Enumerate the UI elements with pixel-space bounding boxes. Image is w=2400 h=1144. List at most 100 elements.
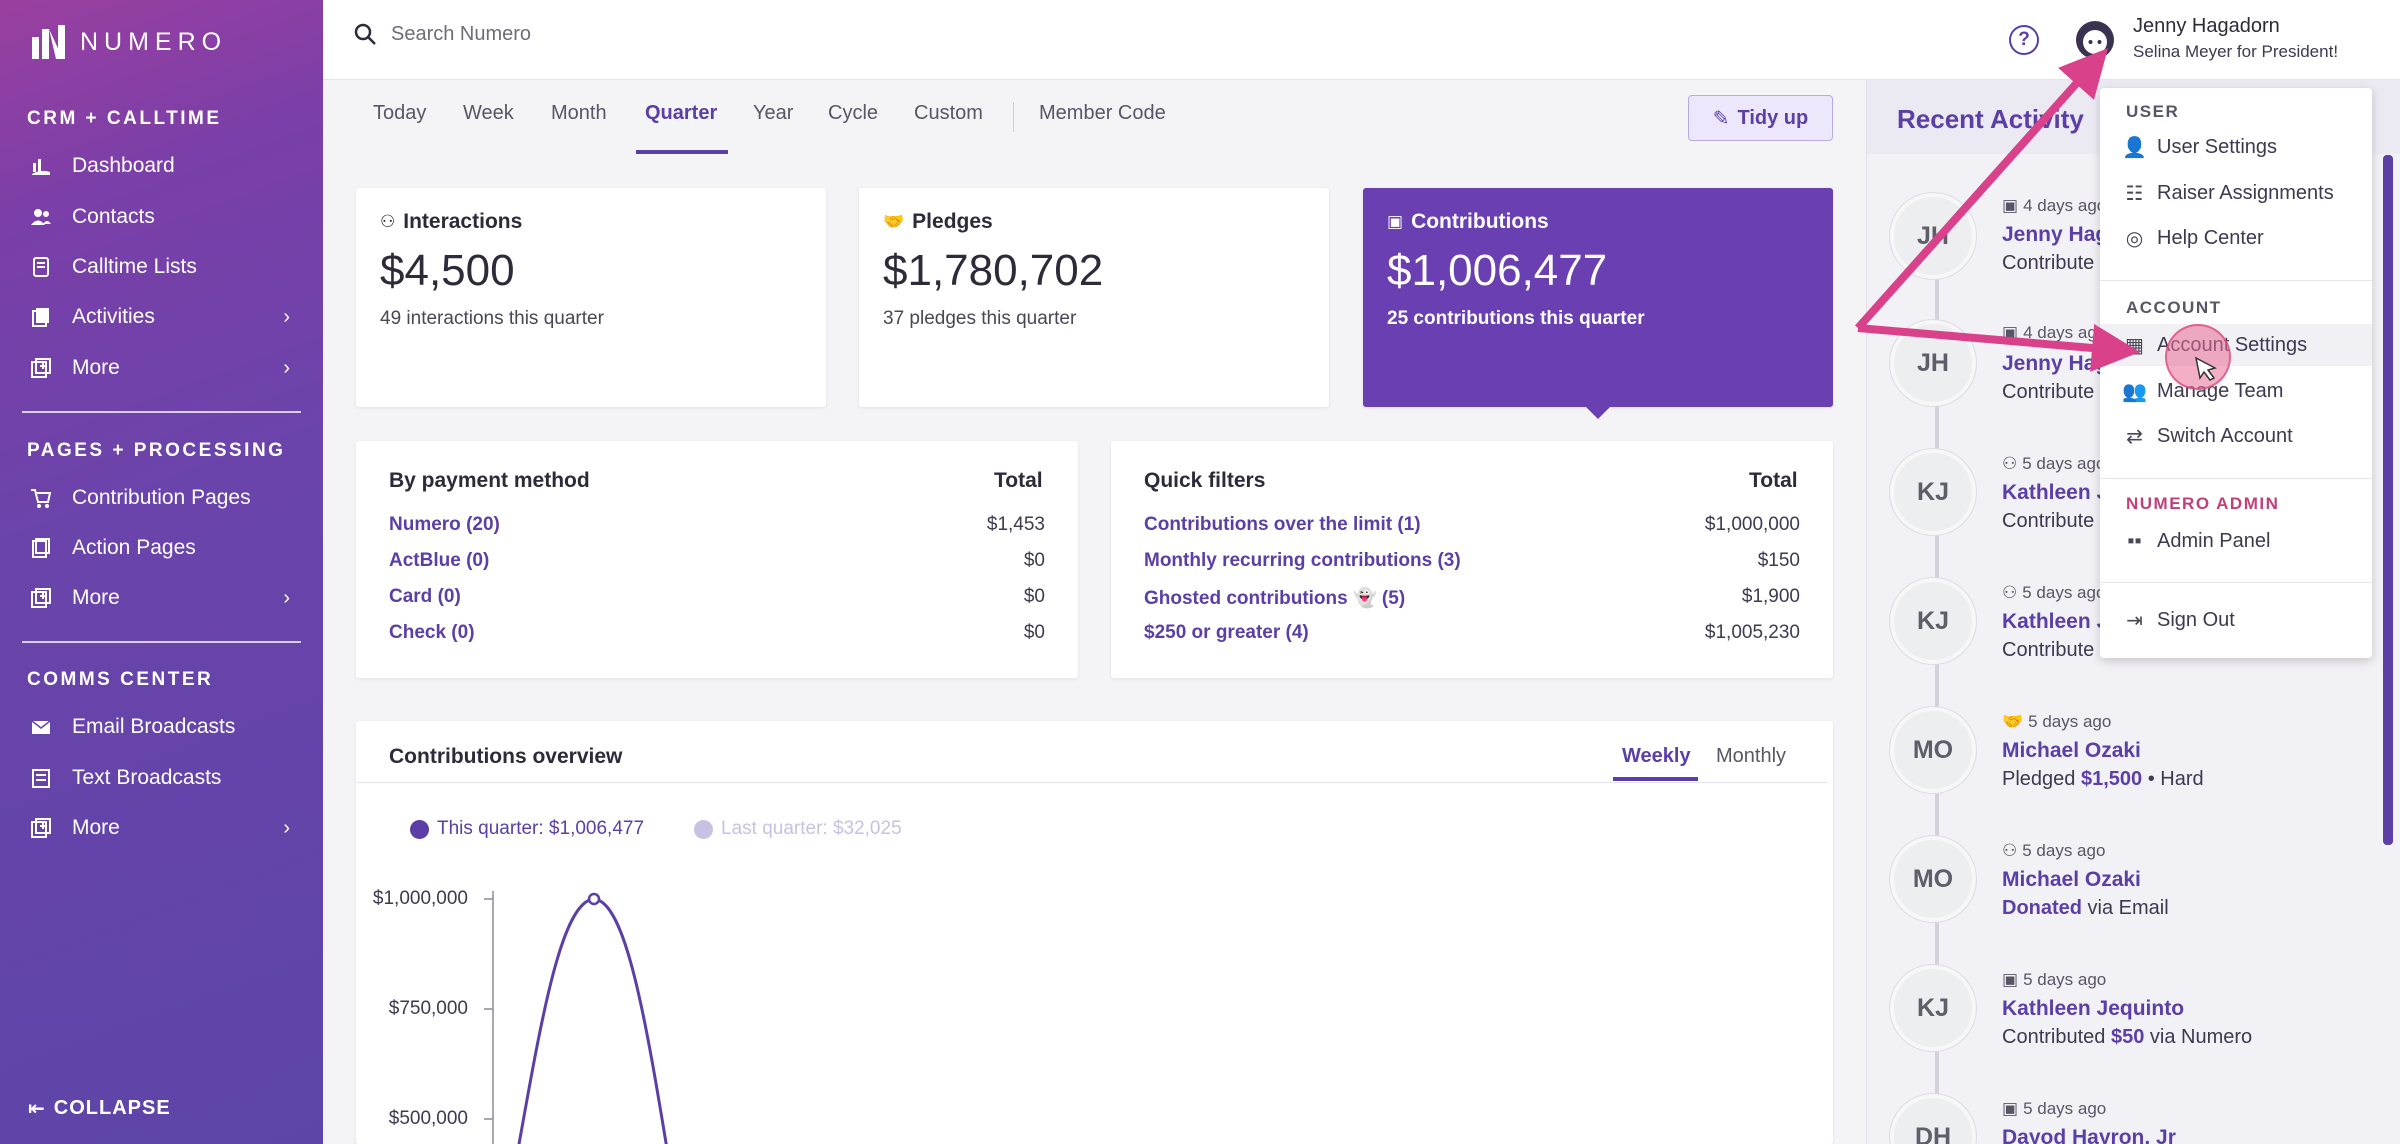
payment-link[interactable]: Card (0)	[389, 586, 461, 607]
tab-week[interactable]: Week	[463, 102, 514, 124]
sidebar-item-more-crm[interactable]: More ›	[30, 348, 300, 388]
activity-avatar[interactable]: MO	[1890, 707, 1976, 793]
sidebar-item-email-broadcasts[interactable]: Email Broadcasts	[30, 707, 300, 747]
menu-item-switch-account[interactable]: ⇄ Switch Account	[2100, 415, 2372, 457]
sidebar-item-action-pages[interactable]: Action Pages	[30, 528, 300, 568]
pledges-card[interactable]: 🤝 Pledges $1,780,702 37 pledges this qua…	[859, 188, 1329, 407]
collapse-arrow-icon: ⇤	[28, 1098, 46, 1120]
payment-link[interactable]: ActBlue (0)	[389, 550, 490, 571]
activity-avatar[interactable]: DH	[1890, 1094, 1976, 1144]
quick-filters-table: Quick filters Total Contributions over t…	[1111, 441, 1833, 678]
filter-link[interactable]: Contributions over the limit (1)	[1144, 514, 1421, 535]
filter-link[interactable]: Monthly recurring contributions (3)	[1144, 550, 1461, 571]
payment-link[interactable]: Check (0)	[389, 622, 475, 643]
activity-meta: ⚇ 5 days ago	[2002, 841, 2105, 861]
filter-link[interactable]: $250 or greater (4)	[1144, 622, 1309, 643]
dropdown-divider	[2100, 280, 2372, 281]
activity-contact-link[interactable]: Jenny Hag	[2002, 352, 2109, 375]
period-tabs: Today Week Month Quarter Year Cycle Cust…	[323, 80, 1865, 154]
activity-time: 5 days ago	[2023, 1099, 2107, 1118]
legend-last-quarter[interactable]: Last quarter: $32,025	[694, 818, 902, 840]
row-amount: $0	[1023, 622, 1045, 643]
menu-item-label: Admin Panel	[2157, 529, 2271, 552]
activity-contact-link[interactable]: Michael Ozaki	[2002, 739, 2141, 762]
people-icon	[30, 206, 52, 228]
tab-member-code[interactable]: Member Code	[1039, 102, 1166, 124]
activity-contact-link[interactable]: Kathleen J	[2002, 481, 2109, 504]
building-gear-icon: ▦	[2125, 334, 2144, 357]
tab-today[interactable]: Today	[373, 102, 427, 124]
menu-item-user-settings[interactable]: 👤 User Settings	[2100, 126, 2372, 168]
activity-avatar[interactable]: KJ	[1890, 965, 1976, 1051]
activity-description: Contribute	[2002, 381, 2095, 403]
activity-contact-link[interactable]: Kathleen J	[2002, 610, 2109, 633]
activity-contact-link[interactable]: Kathleen Jequinto	[2002, 997, 2185, 1020]
activity-avatar[interactable]: JH	[1890, 320, 1976, 406]
money-icon: ▣	[2002, 196, 2019, 215]
tab-quarter[interactable]: Quarter	[645, 102, 718, 124]
activity-avatar[interactable]: MO	[1890, 836, 1976, 922]
sidebar-item-contacts[interactable]: Contacts	[30, 197, 300, 237]
activity-avatar[interactable]: KJ	[1890, 578, 1976, 664]
assignments-icon: ☷	[2125, 182, 2144, 205]
payment-link[interactable]: Numero (20)	[389, 514, 500, 535]
tidy-up-label: Tidy up	[1737, 106, 1809, 129]
tidy-up-button[interactable]: ✎ Tidy up	[1688, 95, 1833, 141]
activity-avatar[interactable]: JH	[1890, 193, 1976, 279]
user-menu-button[interactable]: Jenny Hagadorn Selina Meyer for Presiden…	[2058, 0, 2400, 80]
interactions-card[interactable]: ⚇ Interactions $4,500 49 interactions th…	[356, 188, 826, 407]
table-row: Monthly recurring contributions (3) $150	[1144, 550, 1800, 580]
table-total-header: Total	[1749, 469, 1798, 492]
sidebar-item-activities[interactable]: Activities ›	[30, 297, 300, 337]
menu-item-manage-team[interactable]: 👥 Manage Team	[2100, 370, 2372, 412]
tab-custom[interactable]: Custom	[914, 102, 983, 124]
magic-wand-icon: ✎	[1712, 107, 1730, 130]
tab-year[interactable]: Year	[753, 102, 794, 124]
collapse-button[interactable]: ⇤ COLLAPSE	[28, 1096, 171, 1121]
menu-item-help-center[interactable]: ◎ Help Center	[2100, 217, 2372, 259]
sidebar-item-calltime-lists[interactable]: Calltime Lists	[30, 247, 300, 287]
activity-avatar[interactable]: KJ	[1890, 449, 1976, 535]
search-input[interactable]: Search Numero	[353, 22, 531, 46]
tab-cycle[interactable]: Cycle	[828, 102, 879, 124]
activity-meta: ▣ 4 days ago	[2002, 196, 2106, 216]
sidebar-item-more-pages[interactable]: More ›	[30, 578, 300, 618]
switch-icon: ⇄	[2126, 425, 2143, 448]
menu-item-admin-panel[interactable]: ▪▪ Admin Panel	[2100, 520, 2372, 562]
y-tick-label: $1,000,000	[372, 888, 468, 909]
sidebar-item-text-broadcasts[interactable]: Text Broadcasts	[30, 758, 300, 798]
legend-this-quarter[interactable]: This quarter: $1,006,477	[410, 818, 644, 840]
dropdown-section-account: ACCOUNT	[2126, 298, 2222, 317]
overview-divider	[356, 782, 1828, 783]
dropdown-divider	[2100, 582, 2372, 583]
data-point-peak[interactable]	[587, 892, 601, 906]
scrollbar[interactable]	[2383, 155, 2393, 845]
chevron-right-icon: ›	[283, 356, 290, 379]
row-amount: $150	[1757, 550, 1800, 571]
plus-square-icon	[30, 587, 52, 609]
activity-contact-link[interactable]: Dayod Hayron, Jr	[2002, 1126, 2176, 1144]
activity-meta: ▣ 5 days ago	[2002, 970, 2106, 990]
card-subtitle: 49 interactions this quarter	[380, 308, 604, 329]
tab-separator	[1013, 102, 1014, 132]
handshake-icon: 🤝	[883, 212, 905, 231]
menu-item-account-settings[interactable]: ▦ Account Settings	[2100, 324, 2372, 366]
menu-item-sign-out[interactable]: ⇥ Sign Out	[2100, 599, 2372, 641]
menu-item-raiser-assignments[interactable]: ☷ Raiser Assignments	[2100, 172, 2372, 214]
tab-weekly[interactable]: Weekly	[1622, 745, 1691, 767]
card-value: $4,500	[380, 246, 515, 295]
desc-post: via Numero	[2144, 1026, 2253, 1048]
sidebar-item-contribution-pages[interactable]: Contribution Pages	[30, 478, 300, 518]
sidebar-item-dashboard[interactable]: Dashboard	[30, 146, 300, 186]
contributions-card[interactable]: ▣ Contributions $1,006,477 25 contributi…	[1363, 188, 1833, 407]
sidebar-item-more-comms[interactable]: More ›	[30, 808, 300, 848]
activity-contact-link[interactable]: Jenny Hag	[2002, 223, 2109, 246]
logo[interactable]: NUMERO	[30, 22, 227, 62]
filter-link[interactable]: Ghosted contributions 👻 (5)	[1144, 588, 1406, 609]
help-icon[interactable]: ?	[2009, 25, 2039, 55]
activity-time: 5 days ago	[2022, 583, 2106, 602]
tab-month[interactable]: Month	[551, 102, 607, 124]
numero-logo-icon	[32, 25, 65, 59]
tab-monthly[interactable]: Monthly	[1716, 745, 1787, 767]
activity-contact-link[interactable]: Michael Ozaki	[2002, 868, 2141, 891]
